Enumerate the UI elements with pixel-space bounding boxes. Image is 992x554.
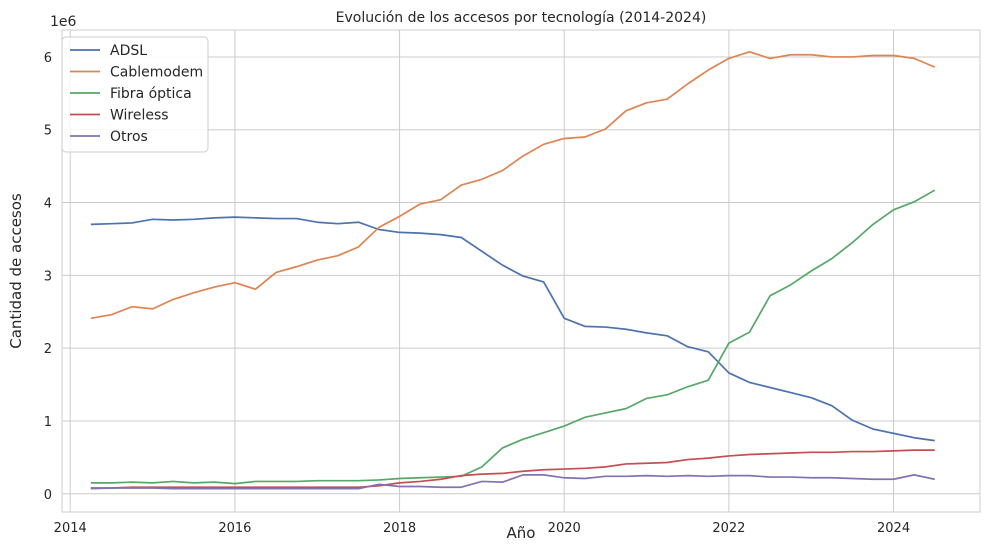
y-tick-label: 0 bbox=[44, 488, 52, 503]
plot-background bbox=[62, 30, 980, 512]
legend-label: Wireless bbox=[110, 108, 169, 124]
legend-label: Fibra óptica bbox=[110, 86, 192, 102]
y-tick-label: 5 bbox=[44, 124, 52, 139]
series-line-fibra-optica bbox=[90, 189, 936, 485]
y-axis-label: Cantidad de accesos bbox=[7, 193, 25, 349]
series-line-wireless bbox=[90, 449, 935, 489]
offset-text: 1e6 bbox=[50, 14, 77, 30]
series-line-cablemodem bbox=[90, 50, 936, 320]
legend-label: Cablemodem bbox=[110, 65, 203, 81]
x-tick-label: 2016 bbox=[218, 521, 251, 536]
chart-title: Evolución de los accesos por tecnología … bbox=[336, 10, 707, 26]
y-tick-label: 6 bbox=[44, 51, 52, 66]
series-line-adsl bbox=[90, 216, 935, 442]
x-tick-labels: 2014 2016 2018 2020 2022 2024 bbox=[54, 521, 910, 536]
x-tick-label: 2014 bbox=[54, 521, 87, 536]
plot-frame bbox=[61, 29, 981, 513]
legend-frame bbox=[61, 36, 209, 153]
y-tick-label: 3 bbox=[44, 269, 52, 284]
x-tick-label: 2018 bbox=[383, 521, 416, 536]
x-axis-label: Año bbox=[507, 524, 536, 542]
y-tick-label: 2 bbox=[44, 342, 52, 357]
legend-label: ADSL bbox=[110, 43, 147, 59]
x-tick-label: 2022 bbox=[712, 521, 745, 536]
legend-label: Otros bbox=[110, 129, 148, 145]
x-tick-label: 2024 bbox=[877, 521, 910, 536]
y-tick-labels: 0 1 2 3 4 5 6 bbox=[44, 51, 52, 503]
y-tick-label: 4 bbox=[44, 197, 52, 212]
legend: ADSL Cablemodem Fibra óptica Wireless Otros bbox=[61, 36, 209, 153]
legend-entries: ADSL Cablemodem Fibra óptica Wireless Otros bbox=[70, 43, 203, 145]
y-tick-label: 1 bbox=[44, 415, 52, 430]
series-line-otros bbox=[90, 474, 935, 490]
x-tick-label: 2020 bbox=[548, 521, 581, 536]
series-lines bbox=[90, 50, 936, 490]
